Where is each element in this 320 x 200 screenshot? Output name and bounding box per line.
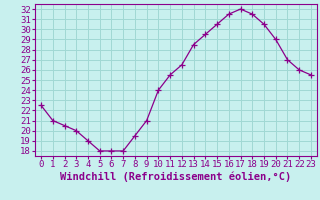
X-axis label: Windchill (Refroidissement éolien,°C): Windchill (Refroidissement éolien,°C) [60,172,292,182]
